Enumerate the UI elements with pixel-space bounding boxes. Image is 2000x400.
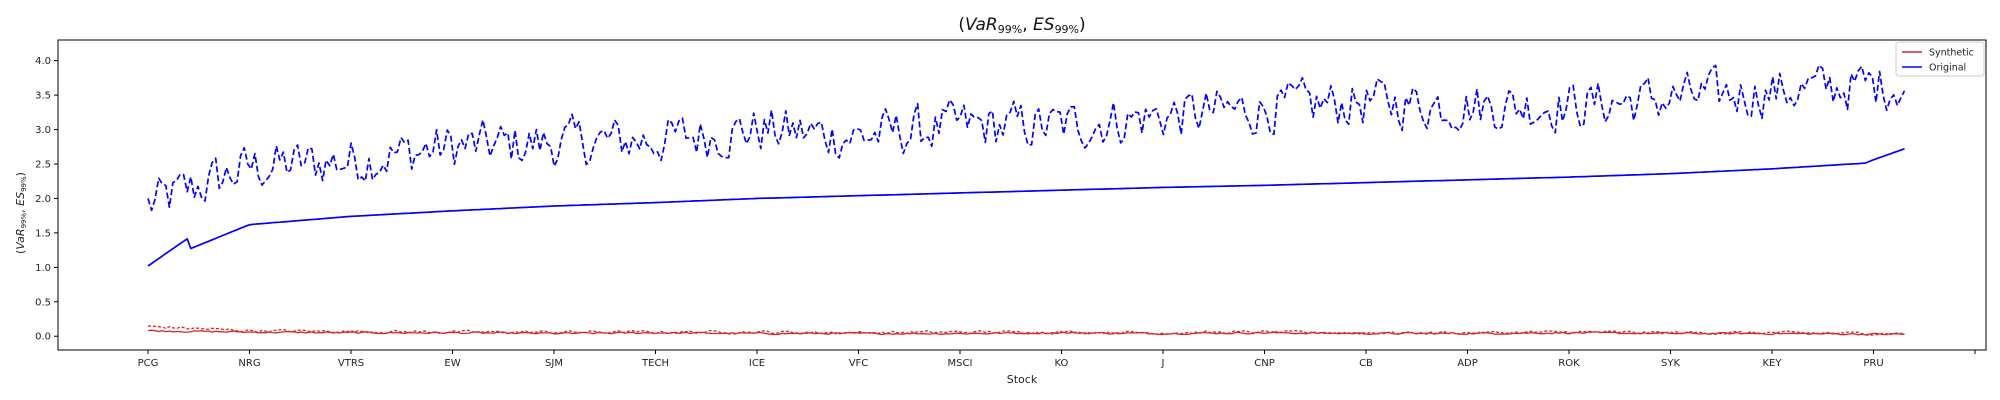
y-tick-label: 2.5: [35, 160, 51, 171]
x-tick-label-sjm: SJM: [545, 358, 563, 369]
series-synthetic-var: [147, 329, 1905, 336]
x-tick-label-rok: ROK: [1558, 358, 1580, 369]
series-original-es: [147, 64, 1906, 212]
y-tick-label: 2.0: [35, 194, 51, 205]
plot-area: [147, 64, 1906, 336]
ylabel-es-sub: 99%: [20, 176, 28, 192]
title-var: VaR: [965, 15, 998, 35]
x-tick-label-cnp: CNP: [1254, 358, 1275, 369]
y-tick-label: 3.5: [35, 91, 51, 102]
y-tick-label: 1.0: [35, 263, 51, 274]
x-tick-label-ko: KO: [1055, 358, 1069, 369]
chart-title: (VaR99%, ES99%): [958, 15, 1085, 36]
axes: 0.0 0.5 1.0 1.5 2.0 2.5 3.0 3.5 4.0 PCG NRG VTRS EW S…: [35, 39, 1987, 369]
x-tick-label-cb: CB: [1359, 358, 1373, 369]
ylabel-es: ES: [14, 192, 27, 206]
y-tick-label: 3.0: [35, 125, 51, 136]
x-tick-label-syk: SYK: [1661, 358, 1680, 369]
legend-synthetic-label: Synthetic: [1929, 48, 1974, 59]
x-tick-label-msci: MSCI: [948, 358, 973, 369]
ylabel-var: VaR: [14, 228, 27, 249]
y-tick-label: 1.5: [35, 228, 51, 239]
x-tick-label-j: J: [1161, 358, 1165, 369]
x-tick-label-ice: ICE: [749, 358, 765, 369]
series-original-var: [147, 148, 1905, 267]
x-tick-label-tech: TECH: [641, 358, 669, 369]
x-tick-label-vtrs: VTRS: [338, 358, 364, 369]
y-tick-label: 4.0: [35, 56, 51, 67]
x-tick-label-ew: EW: [444, 358, 460, 369]
x-tick-label-key: KEY: [1763, 358, 1783, 369]
x-tick-label-pcg: PCG: [138, 358, 159, 369]
title-es-sub: 99%: [1055, 23, 1079, 36]
ylabel-var-sub: 99%: [20, 213, 28, 229]
title-es: ES: [1033, 15, 1055, 35]
y-axis-label: (VaR99%, ES99%): [14, 172, 28, 254]
legend: Synthetic Original: [1895, 41, 1985, 77]
x-tick-label-vfc: VFC: [849, 358, 869, 369]
plot-frame: [57, 39, 1987, 351]
x-tick-label-nrg: NRG: [238, 358, 260, 369]
x-tick-label-pru: PRU: [1863, 358, 1883, 369]
x-tick-label-adp: ADP: [1457, 358, 1478, 369]
y-tick-label: 0.5: [35, 297, 51, 308]
legend-original-label: Original: [1929, 63, 1966, 74]
title-var-sub: 99%: [998, 23, 1022, 36]
x-axis-label: Stock: [1007, 373, 1038, 386]
y-tick-label: 0.0: [35, 332, 51, 343]
